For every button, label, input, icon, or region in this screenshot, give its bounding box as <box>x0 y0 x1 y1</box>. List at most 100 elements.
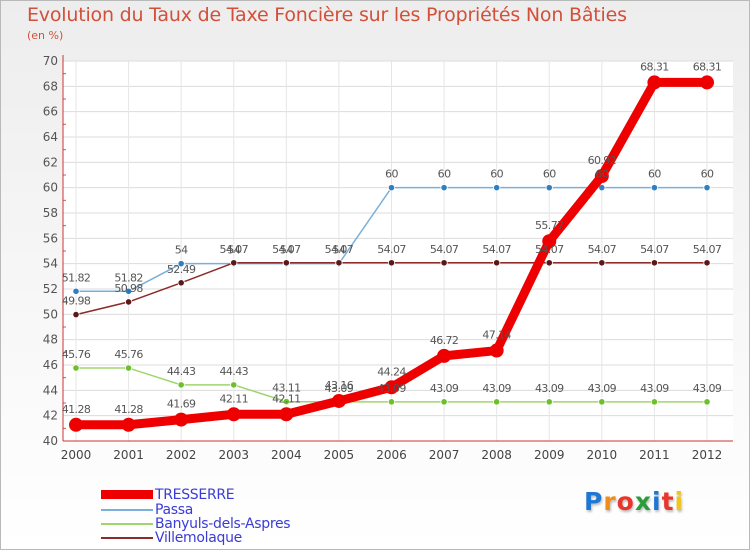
x-tick-label: 2007 <box>429 448 460 462</box>
data-label: 54.07 <box>535 243 564 256</box>
data-point <box>282 259 290 267</box>
data-label: 42.11 <box>272 392 301 405</box>
legend-item-villemolaque: Villemolaque <box>101 529 242 546</box>
legend-item-banyuls: Banyuls-dels-Aspres <box>101 516 291 532</box>
data-point <box>177 279 185 287</box>
data-point <box>279 407 294 422</box>
legend-label-villemolaque: Villemolaque <box>155 529 242 546</box>
data-point <box>121 417 136 432</box>
legend-swatch-tresserre <box>101 490 153 499</box>
chart-unit-label: (en %) <box>27 29 64 42</box>
data-label: 54 <box>280 244 293 257</box>
data-label: 60.92 <box>588 154 617 167</box>
data-label: 60 <box>648 168 661 181</box>
y-tick-label: 48 <box>43 333 58 347</box>
logo-letter-4: i <box>652 487 662 516</box>
data-point <box>177 260 185 268</box>
data-label: 54.07 <box>377 243 406 256</box>
data-point <box>331 393 346 408</box>
x-tick-label: 2005 <box>324 448 355 462</box>
data-label: 54.07 <box>430 243 459 256</box>
x-tick-label: 2002 <box>166 448 197 462</box>
data-point <box>440 184 448 192</box>
data-label: 54.07 <box>482 243 511 256</box>
data-point <box>124 287 133 295</box>
y-tick-label: 64 <box>43 130 58 144</box>
proxiti-logo: Proxiti <box>584 487 684 516</box>
data-label: 54.07 <box>220 243 249 256</box>
legend-label-tresserre: TRESSERRE <box>155 486 235 503</box>
data-label: 43.09 <box>640 382 669 395</box>
data-point <box>650 398 659 406</box>
data-label: 44.24 <box>377 365 406 378</box>
y-tick-label: 42 <box>43 409 58 423</box>
data-label: 54 <box>175 244 188 257</box>
legend-swatch-passa <box>101 508 153 511</box>
x-tick-label: 2006 <box>376 448 407 462</box>
y-tick-label: 52 <box>43 282 58 296</box>
data-label: 43.09 <box>325 382 354 395</box>
data-point <box>650 184 659 192</box>
data-label: 54 <box>227 244 240 257</box>
data-label: 45.76 <box>62 348 91 361</box>
data-label: 54.07 <box>640 243 669 256</box>
data-point <box>72 287 80 295</box>
y-tick-label: 50 <box>43 307 58 321</box>
data-label: 68.31 <box>693 60 722 73</box>
logo-letter-2: o <box>616 487 635 516</box>
data-label: 68.31 <box>640 60 669 73</box>
y-tick-label: 44 <box>43 383 58 397</box>
data-point <box>226 407 241 422</box>
data-point <box>437 348 452 363</box>
data-point <box>72 364 80 372</box>
data-point <box>387 398 396 406</box>
data-point <box>542 234 557 249</box>
data-point <box>387 184 396 192</box>
data-label: 60 <box>595 168 608 181</box>
data-label: 52.49 <box>167 263 196 276</box>
x-tick-label: 2000 <box>61 448 92 462</box>
logo-letter-0: P <box>584 487 604 516</box>
logo-letter-5: t <box>661 487 675 516</box>
plot-area <box>63 61 733 441</box>
legend-swatch-banyuls <box>101 522 153 525</box>
data-label: 42.11 <box>220 392 249 405</box>
data-point <box>650 259 659 267</box>
data-point <box>230 259 238 267</box>
x-tick-label: 2004 <box>271 448 302 462</box>
data-point <box>440 259 448 267</box>
data-point <box>493 398 501 406</box>
data-point <box>230 381 238 389</box>
data-label: 43.09 <box>377 382 406 395</box>
data-point <box>335 259 343 267</box>
data-point <box>594 169 609 184</box>
data-label: 54 <box>333 244 346 257</box>
data-point <box>545 184 553 192</box>
data-label: 41.28 <box>62 403 91 416</box>
x-tick-label: 2010 <box>587 448 618 462</box>
data-label: 60 <box>385 168 398 181</box>
x-tick-label: 2009 <box>534 448 565 462</box>
data-label: 44.43 <box>167 365 196 378</box>
y-tick-label: 46 <box>43 358 58 372</box>
data-label: 41.69 <box>167 398 196 411</box>
data-point <box>124 364 133 372</box>
logo-letter-1: r <box>603 487 617 516</box>
data-label: 50.98 <box>114 282 143 295</box>
data-point <box>69 417 83 432</box>
data-label: 54.07 <box>325 243 354 256</box>
data-label: 45.76 <box>114 348 143 361</box>
data-label: 41.28 <box>114 403 143 416</box>
data-point <box>703 184 711 192</box>
data-label: 60 <box>438 168 451 181</box>
y-tick-label: 62 <box>43 155 58 169</box>
data-label: 49.98 <box>62 295 91 308</box>
data-label: 54.07 <box>693 243 722 256</box>
y-tick-label: 70 <box>43 54 58 68</box>
data-label: 43.09 <box>588 382 617 395</box>
data-label: 55.77 <box>535 219 564 232</box>
y-tick-label: 58 <box>43 206 58 220</box>
legend-item-passa: Passa <box>101 502 193 518</box>
y-tick-label: 56 <box>43 231 58 245</box>
